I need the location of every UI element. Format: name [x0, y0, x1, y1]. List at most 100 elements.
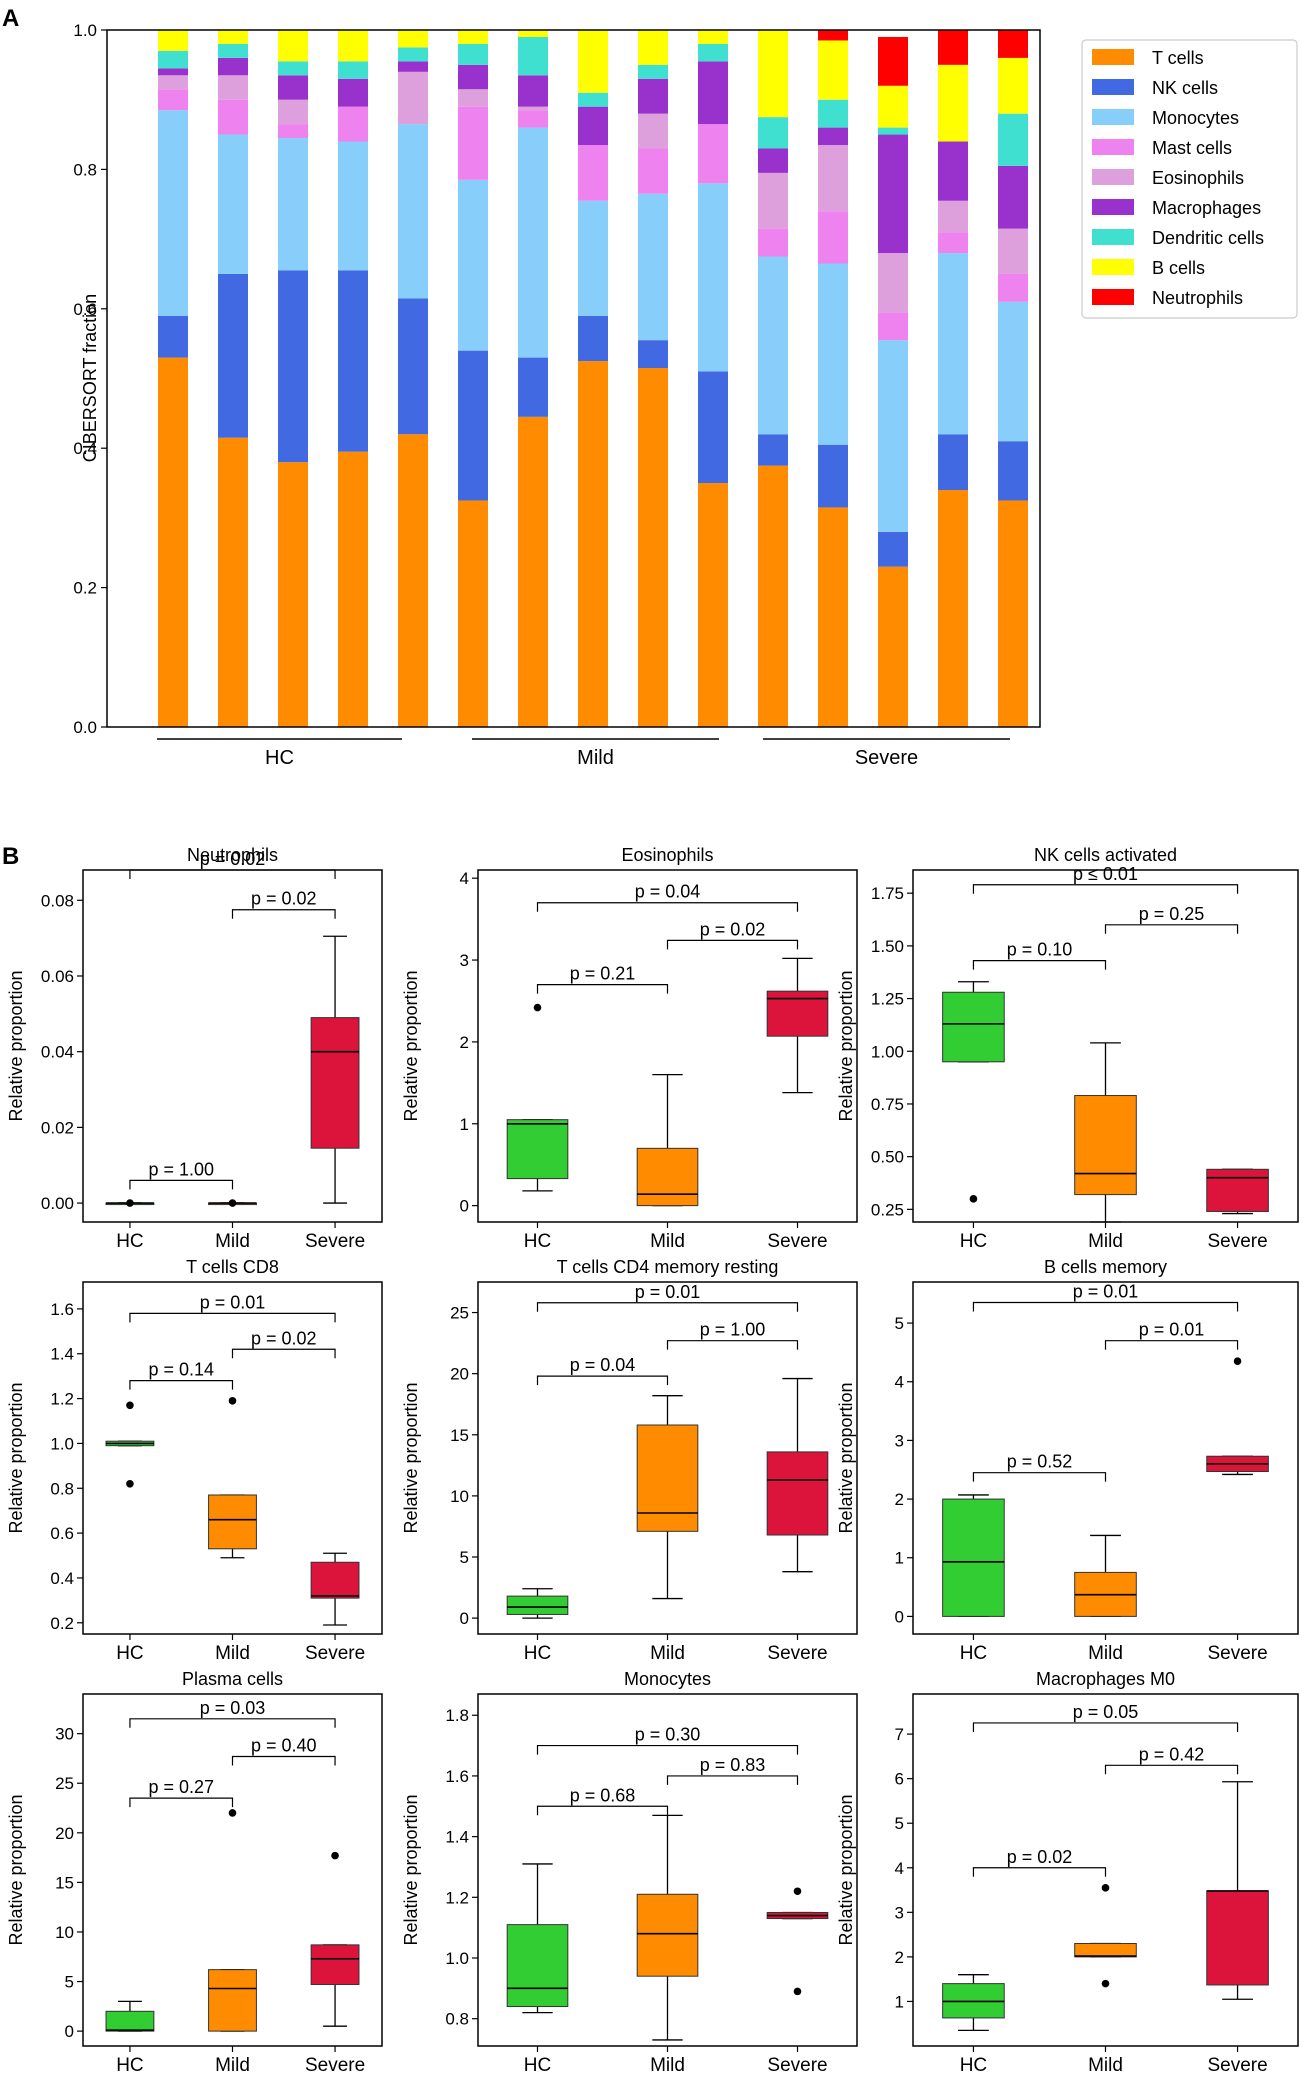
x-tick-label: Severe — [767, 2055, 827, 2073]
bar-segment-12-macrophages — [818, 127, 848, 146]
y-axis-label: Relative proportion — [6, 970, 26, 1121]
bar-segment-3-b-cells — [278, 30, 308, 62]
box-mild — [208, 1494, 257, 1550]
y-tick-label: 2 — [895, 1490, 904, 1509]
y-tick-label: 1.00 — [871, 1042, 904, 1061]
legend-label: Macrophages — [1152, 198, 1261, 218]
bar-segment-9-nk-cells — [638, 340, 668, 369]
y-tick-label: 10 — [55, 1923, 74, 1942]
bar-segment-7-t-cells — [518, 416, 548, 727]
bar-segment-10-mast-cells — [698, 124, 728, 184]
y-tick-label: 0.50 — [871, 1148, 904, 1167]
legend-swatch — [1092, 139, 1134, 155]
bar-segment-8-b-cells — [578, 30, 608, 93]
bar-segment-15-macrophages — [998, 165, 1028, 229]
stacked-bar-chart: 0.0 0.2 0.4 0.6 0.8 1.0 CIBERSORT fraction HC Mi… — [73, 21, 1298, 769]
y-tick-label: 4 — [895, 1373, 904, 1392]
bar-segment-11-macrophages — [758, 148, 788, 173]
significance-bracket — [129, 1380, 234, 1390]
bar-segment-15-eosinophils — [998, 228, 1028, 274]
box-severe — [310, 1944, 360, 1986]
boxplot-eosinophils: p = 0.04 p = 0.02 p = 0.21 Eosinophils 0 1 2 3 4… — [401, 845, 858, 1252]
bar-segment-8-nk-cells — [578, 315, 608, 362]
significance-bracket — [129, 869, 336, 879]
box-severe — [310, 1561, 360, 1599]
bar-segment-7-nk-cells — [518, 357, 548, 417]
bar-segment-6-eosinophils — [458, 89, 488, 107]
x-tick-label: HC — [960, 1643, 987, 1664]
box-severe — [1206, 1168, 1269, 1212]
y-tick-label: 15 — [450, 1426, 469, 1445]
x-tick-label: Severe — [305, 1231, 365, 1252]
outlier-point — [228, 1809, 237, 1817]
legend-label: NK cells — [1152, 78, 1218, 98]
y-tick-label: 6 — [895, 1770, 904, 1789]
bar-segment-5-nk-cells — [398, 298, 428, 435]
boxplot-t-cells-cd4-memory-resting: p = 0.01 p = 1.00 p = 0.04 T cells CD4 memo… — [401, 1257, 858, 1664]
y-tick-label: 15 — [55, 1873, 74, 1892]
p-value-label: p = 0.05 — [1073, 1702, 1139, 1722]
significance-bracket — [666, 1340, 799, 1350]
y-axis-label: Relative proportion — [401, 1382, 421, 1533]
y-tick-label: 1.2 — [50, 1390, 74, 1409]
bar-segment-10-monocytes — [698, 183, 728, 372]
bar-segment-11-mast-cells — [758, 228, 788, 257]
bar-segment-9-macrophages — [638, 78, 668, 114]
box-mild — [636, 1893, 699, 1977]
outlier-point — [793, 1887, 802, 1896]
significance-bracket — [972, 960, 1107, 970]
y-tick-label: 3 — [895, 1431, 904, 1450]
bar-segment-13-macrophages — [878, 134, 908, 254]
bar-segment-8-mast-cells — [578, 145, 608, 201]
subplot-title: B cells memory — [1044, 1257, 1167, 1277]
p-value-label: p = 0.01 — [635, 1282, 701, 1302]
bar-segment-14-macrophages — [938, 141, 968, 201]
y-tick-label: 4 — [460, 869, 469, 888]
bar-segment-3-eosinophils — [278, 99, 308, 125]
bar-segment-13-neutrophils — [878, 36, 908, 86]
outlier-point — [228, 1199, 237, 1207]
bar-segment-1-eosinophils — [158, 75, 188, 90]
significance-bracket — [972, 1867, 1107, 1877]
significance-bracket — [129, 1179, 234, 1190]
x-tick-label: HC — [524, 2055, 551, 2073]
bar-segment-11-t-cells — [758, 465, 788, 727]
p-value-label: p = 0.52 — [1007, 1452, 1073, 1472]
box-hc — [942, 1498, 1005, 1617]
y-tick-label: 0.8 — [73, 160, 97, 179]
subplot-title: T cells CD4 memory resting — [557, 1257, 779, 1277]
significance-bracket — [536, 1744, 799, 1755]
y-tick-label: 0.75 — [871, 1095, 904, 1114]
y-tick-label: 0.08 — [41, 891, 74, 910]
box-hc — [506, 1924, 569, 2008]
box-hc — [105, 2010, 155, 2032]
p-value-label: p = 0.30 — [635, 1725, 701, 1745]
box-mild — [636, 1424, 699, 1532]
p-value-label: p = 0.83 — [700, 1755, 766, 1775]
y-tick-label: 30 — [55, 1725, 74, 1744]
bar-segment-5-macrophages — [398, 61, 428, 72]
boxplot-grid: p = 0.02 p = 0.02 p = 1.00 Neutrophils 0.00 0… — [6, 845, 1299, 2073]
bar-segment-4-monocytes — [338, 141, 368, 271]
bar-segment-15-neutrophils — [998, 30, 1028, 58]
bar-segment-3-macrophages — [278, 75, 308, 100]
bar-segment-8-macrophages — [578, 106, 608, 146]
panel-label-a: A — [2, 5, 19, 32]
y-tick-label: 0.2 — [50, 1614, 74, 1633]
legend-label: Dendritic cells — [1152, 228, 1264, 248]
bar-segment-11-b-cells — [758, 30, 788, 118]
y-tick-label: 0.00 — [41, 1194, 74, 1213]
p-value-label: p = 0.01 — [200, 1292, 266, 1312]
bar-segment-1-t-cells — [158, 357, 188, 727]
bar-segment-13-eosinophils — [878, 253, 908, 313]
bar-segment-5-eosinophils — [398, 71, 428, 125]
y-tick-label: 0 — [460, 1609, 469, 1628]
legend-label: T cells — [1152, 48, 1204, 68]
y-tick-label: 4 — [895, 1859, 904, 1878]
bar-segment-6-mast-cells — [458, 106, 488, 180]
legend-swatch — [1092, 49, 1134, 65]
bar-segment-7-monocytes — [518, 127, 548, 358]
bar-segment-6-b-cells — [458, 30, 488, 44]
y-tick-label: 1.0 — [445, 1949, 469, 1968]
